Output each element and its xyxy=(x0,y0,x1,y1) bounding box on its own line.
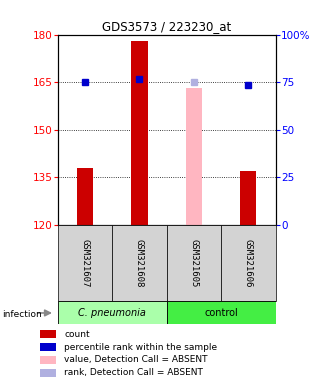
Bar xyxy=(40,356,55,364)
Bar xyxy=(40,343,55,351)
Bar xyxy=(240,171,256,225)
Text: GSM321608: GSM321608 xyxy=(135,239,144,287)
Bar xyxy=(167,301,276,324)
Bar xyxy=(112,225,167,301)
Bar xyxy=(58,301,167,324)
Text: GSM321607: GSM321607 xyxy=(81,239,89,287)
Text: GSM321606: GSM321606 xyxy=(244,239,253,287)
Bar xyxy=(77,168,93,225)
Text: C. pneumonia: C. pneumonia xyxy=(78,308,146,318)
Bar xyxy=(40,369,55,377)
Text: value, Detection Call = ABSENT: value, Detection Call = ABSENT xyxy=(64,355,208,364)
Bar xyxy=(167,225,221,301)
Text: percentile rank within the sample: percentile rank within the sample xyxy=(64,343,217,352)
Bar xyxy=(40,330,55,338)
Text: GSM321605: GSM321605 xyxy=(189,239,198,287)
Bar xyxy=(58,225,112,301)
Bar xyxy=(131,41,148,225)
Text: rank, Detection Call = ABSENT: rank, Detection Call = ABSENT xyxy=(64,368,203,377)
Text: control: control xyxy=(204,308,238,318)
Text: count: count xyxy=(64,330,90,339)
Bar xyxy=(221,225,276,301)
Bar xyxy=(186,88,202,225)
Text: infection: infection xyxy=(2,310,41,319)
Title: GDS3573 / 223230_at: GDS3573 / 223230_at xyxy=(102,20,231,33)
